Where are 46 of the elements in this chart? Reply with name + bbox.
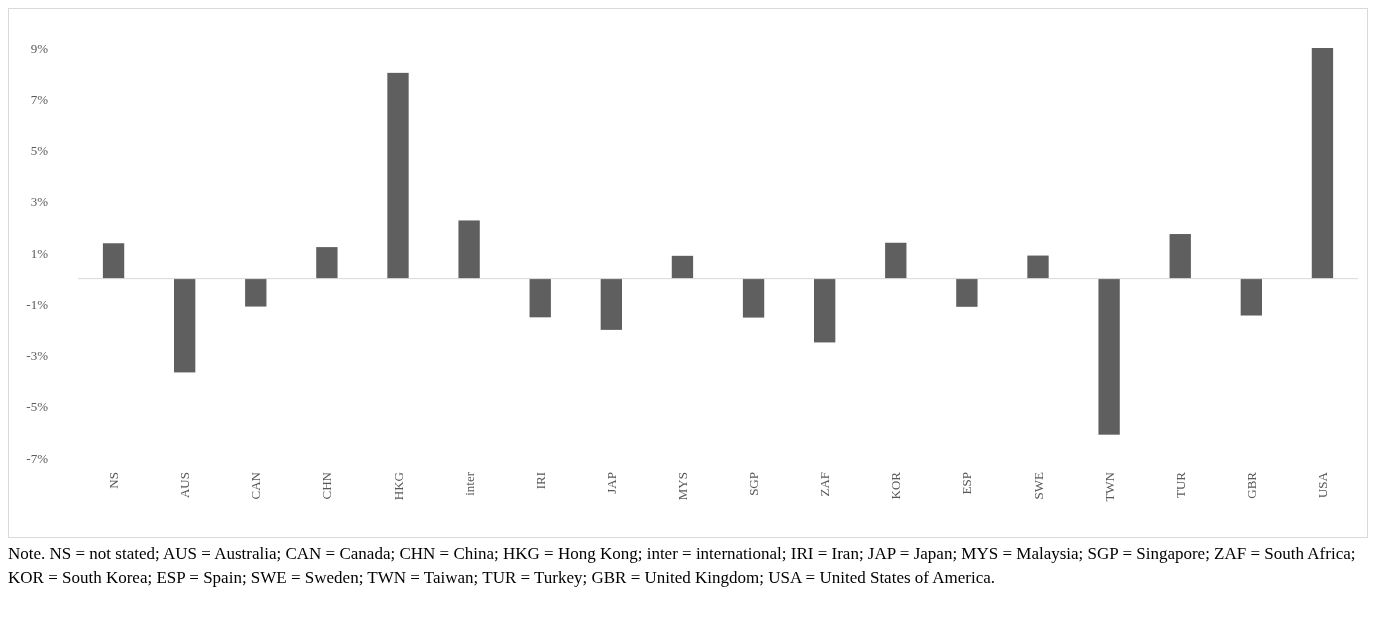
bar	[458, 220, 480, 279]
y-tick-label: 1%	[30, 245, 49, 261]
x-tick-label: SWE	[1030, 471, 1046, 500]
bar	[956, 278, 978, 307]
y-tick-label: 5%	[30, 143, 49, 159]
bar	[600, 278, 622, 330]
bar	[671, 255, 694, 279]
x-tick-label: CAN	[248, 471, 264, 500]
x-tick-label: TUR	[1172, 471, 1188, 498]
x-tick-label: JAP	[603, 472, 619, 494]
bar	[529, 278, 551, 318]
x-tick-label: AUS	[177, 472, 193, 499]
bar	[174, 278, 196, 373]
bar	[1027, 255, 1049, 279]
bar	[1311, 48, 1334, 279]
bar	[814, 278, 836, 343]
x-tick-label: IRI	[532, 472, 548, 490]
x-tick-label: MYS	[674, 472, 690, 501]
bar	[1098, 278, 1120, 435]
x-tick-label: CHN	[319, 471, 335, 500]
x-tick-label: inter	[461, 471, 477, 496]
bar	[742, 278, 765, 318]
x-tick-label: KOR	[888, 471, 904, 500]
x-tick-label: HKG	[390, 472, 406, 501]
x-tick-label: NS	[106, 472, 122, 489]
bar	[245, 278, 267, 307]
bar	[387, 72, 409, 279]
y-tick-label: 7%	[30, 91, 49, 107]
y-tick-label: -7%	[26, 450, 49, 466]
x-tick-label: GBR	[1243, 471, 1259, 499]
x-tick-label: SGP	[746, 472, 762, 496]
bar	[1240, 278, 1262, 316]
x-tick-label: TWN	[1101, 471, 1117, 502]
y-tick-label: 3%	[30, 194, 49, 210]
bar	[316, 247, 338, 279]
x-tick-label: ESP	[959, 472, 975, 495]
text: Note. NS = not stated; AUS = Australia; CAN = Canada; CHN = China; HKG = Hong Kong; inter = international; IRI = Iran; JAP = Japan; MYS = Malaysia; SGP = Singapore; ZAF = South Africa; KOR = South Korea; ESP = Spain; SWE = Sweden; TWN = Taiwan; TUR = Turkey; GBR = United Kingdom; USA = United States of America.	[8, 543, 1357, 589]
x-tick-label: USA	[1314, 471, 1330, 499]
y-tick-label: 9%	[30, 40, 49, 56]
y-tick-label: -3%	[26, 348, 49, 364]
x-tick-label: ZAF	[817, 472, 833, 497]
y-tick-label: -5%	[26, 399, 49, 415]
bar	[1169, 234, 1191, 279]
bar	[102, 243, 125, 279]
bar	[885, 242, 907, 279]
y-tick-label: -1%	[26, 296, 49, 312]
